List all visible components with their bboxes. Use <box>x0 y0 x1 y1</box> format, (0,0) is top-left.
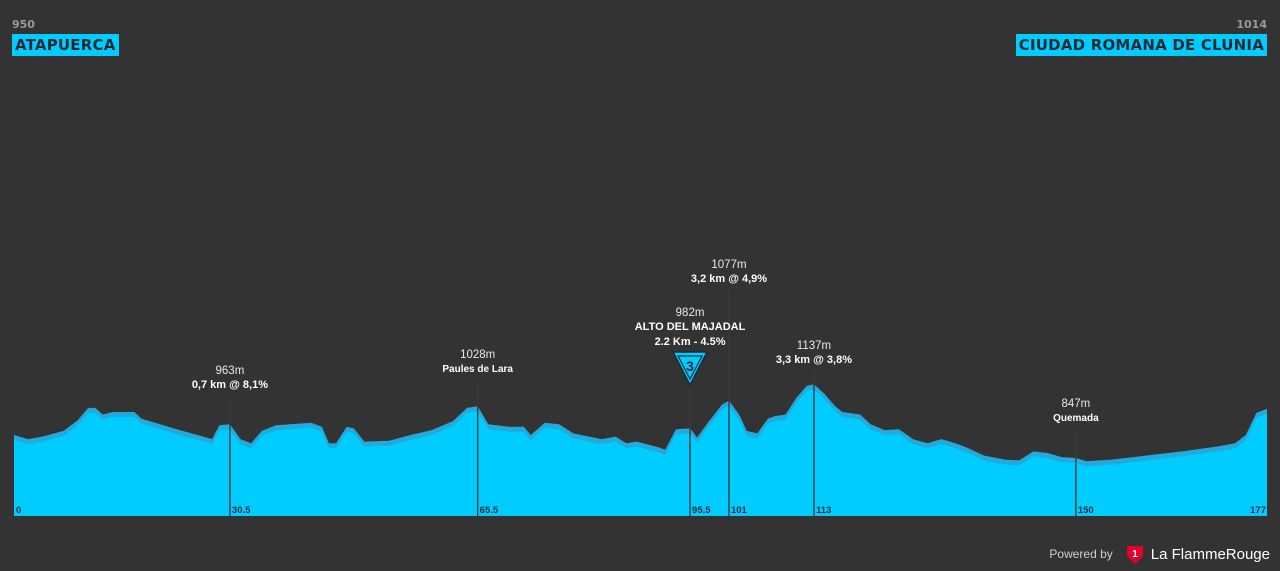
km-marker-label: 95.5 <box>692 505 711 516</box>
climb-category-badge-inner <box>677 355 704 381</box>
stage-start: 950 ATAPUERCA <box>12 18 119 56</box>
annotation-altitude: 1028m <box>460 349 495 361</box>
start-name: ATAPUERCA <box>12 34 119 56</box>
annotation-detail: 3,2 km @ 4,9% <box>691 273 767 285</box>
finish-name: CIUDAD ROMANA DE CLUNIA <box>1015 34 1267 56</box>
start-altitude: 950 <box>12 18 35 31</box>
annotation-altitude: 847m <box>1061 398 1090 410</box>
climb-category-badge <box>671 351 709 387</box>
climb-stats: 2.2 Km - 4.5% <box>655 336 726 348</box>
profile-area <box>14 389 1267 516</box>
km-marker-label: 177 <box>1250 505 1266 516</box>
flamme-rouge-logo-icon: 1 <box>1126 546 1143 564</box>
annotation-altitude: 1137m <box>797 340 831 352</box>
km-marker-label: 0 <box>16 505 21 516</box>
stage-finish: 1014 CIUDAD ROMANA DE CLUNIA <box>1015 18 1267 56</box>
annotation-detail: 3,3 km @ 3,8% <box>776 354 852 366</box>
finish-altitude: 1014 <box>1236 18 1267 31</box>
km-marker-label: 30.5 <box>232 505 251 516</box>
annotation-altitude: 1077m <box>711 259 746 271</box>
annotation-altitude: 963m <box>216 365 245 377</box>
annotation-detail: Paules de Lara <box>442 364 513 375</box>
brand-name: La FlammeRouge <box>1150 545 1270 563</box>
km-marker-label: 113 <box>816 505 831 516</box>
km-marker-label: 150 <box>1078 505 1094 516</box>
annotation-detail: 0,7 km @ 8,1% <box>192 379 268 391</box>
powered-by: Powered by 1 La FlammeRouge <box>1049 543 1270 565</box>
annotation-detail: Quemada <box>1053 413 1099 424</box>
climb-category-label: 3 <box>686 358 694 374</box>
annotation-detail: ALTO DEL MAJADAL <box>635 321 746 333</box>
km-marker-label: 101 <box>731 505 748 516</box>
powered-by-text: Powered by <box>1049 547 1113 561</box>
km-marker-label: 65.5 <box>480 505 499 516</box>
flamme-rouge-logo-glyph: 1 <box>1132 549 1138 560</box>
annotation-altitude: 982m <box>676 307 705 319</box>
